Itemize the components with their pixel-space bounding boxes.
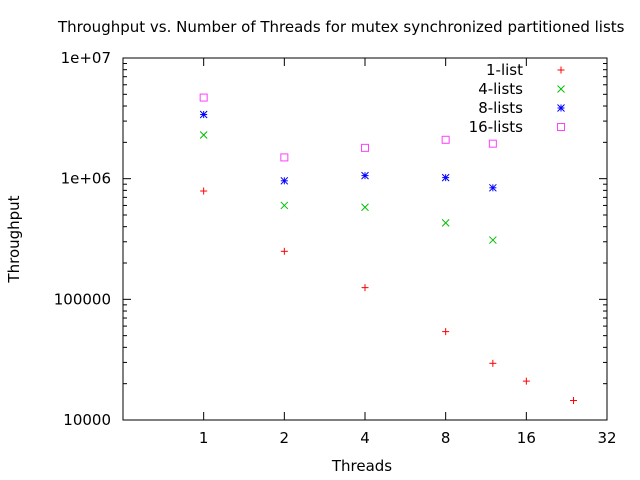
data-point: [280, 176, 289, 185]
y-tick-label: 1e+06: [61, 170, 111, 188]
x-tick-label: 4: [360, 429, 370, 447]
data-point: [441, 135, 450, 144]
data-point: [522, 377, 530, 385]
data-point: [489, 183, 497, 192]
series-1-list: [200, 187, 578, 405]
x-tick-label: 32: [597, 429, 616, 447]
data-points: [199, 93, 578, 405]
data-point: [489, 236, 497, 244]
data-point: [442, 328, 450, 336]
y-tick-label: 1e+07: [61, 49, 111, 67]
data-point: [361, 284, 369, 292]
x-tick-label: 16: [517, 429, 536, 447]
data-point: [361, 143, 369, 152]
legend-marker: [557, 123, 565, 131]
data-point: [200, 187, 208, 195]
data-point: [199, 93, 208, 102]
y-tick-label: 100000: [54, 290, 111, 308]
series-16-lists: [199, 93, 497, 162]
data-point: [441, 173, 450, 182]
y-axis-label: Throughput: [5, 195, 23, 283]
legend-marker: [557, 104, 565, 112]
x-tick-label: 1: [199, 429, 209, 447]
x-axis-label: Threads: [331, 457, 392, 475]
data-point: [361, 171, 369, 180]
legend-marker: [557, 66, 565, 74]
data-point: [280, 153, 289, 162]
data-point: [199, 131, 208, 139]
x-tick-label: 2: [280, 429, 290, 447]
data-point: [489, 359, 497, 367]
plot-frame: [122, 57, 608, 421]
legend-label: 8-lists: [478, 99, 523, 117]
data-point: [570, 397, 578, 405]
series-8-lists: [199, 110, 497, 192]
data-point: [280, 247, 288, 255]
legend-label: 1-list: [486, 61, 523, 79]
data-point: [199, 110, 208, 119]
legend-marker: [557, 85, 565, 93]
legend-label: 4-lists: [478, 80, 523, 98]
x-tick-label: 8: [441, 429, 451, 447]
x-axis: 1 2 4 8 16 32: [199, 58, 617, 447]
y-axis: 10000 100000 1e+06 1e+07: [54, 49, 607, 429]
chart-title: Throughput vs. Number of Threads for mut…: [57, 18, 625, 36]
data-point: [361, 203, 369, 212]
data-point: [441, 219, 450, 227]
data-point: [280, 201, 289, 210]
series-4-lists: [199, 131, 497, 244]
y-tick-label: 10000: [63, 411, 111, 429]
legend-label: 16-lists: [469, 118, 524, 136]
data-point: [488, 139, 497, 148]
